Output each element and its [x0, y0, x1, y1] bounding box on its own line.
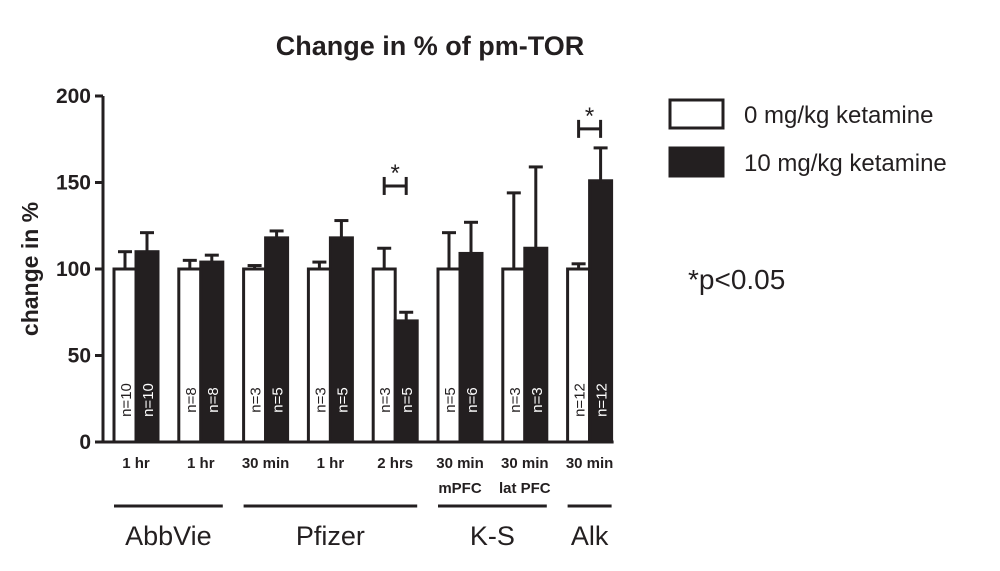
- x-tick-label: 30 min: [501, 455, 549, 472]
- x-tick-label: 1 hr: [122, 455, 150, 472]
- y-tick-label: 150: [56, 172, 91, 195]
- sample-size-label: n=5: [334, 387, 351, 412]
- legend-swatch: [668, 146, 725, 178]
- x-tick-label: 30 min: [566, 455, 614, 472]
- sample-size-label: n=8: [205, 387, 222, 412]
- sample-size-label: n=3: [507, 387, 524, 412]
- bar: [393, 319, 419, 444]
- bar: [371, 267, 397, 444]
- group-label: K-S: [470, 521, 515, 551]
- sample-size-label: n=6: [464, 387, 481, 412]
- x-tick-label: 30 min: [436, 455, 484, 472]
- significance-star: *: [585, 103, 594, 130]
- bar: [199, 260, 225, 444]
- group-label: AbbVie: [125, 521, 212, 551]
- sample-size-label: n=5: [270, 387, 287, 412]
- plot-area: 0 50 100 150 200 n=10 n=10 1 hr n=8 n=8 1 hr n=3 n=5…: [56, 85, 614, 551]
- y-tick-label: 200: [56, 85, 91, 108]
- legend-swatch: [668, 98, 725, 130]
- sample-size-label: n=12: [572, 383, 589, 417]
- y-tick-label: 100: [56, 258, 91, 281]
- sample-size-label: n=12: [594, 383, 611, 417]
- group-label: Alk: [571, 521, 609, 551]
- y-tick-label: 50: [68, 345, 91, 368]
- sample-size-label: n=3: [377, 387, 394, 412]
- bar: [306, 267, 332, 444]
- bar: [242, 267, 268, 444]
- sample-size-label: n=10: [140, 383, 157, 417]
- sample-size-label: n=3: [248, 387, 265, 412]
- bar: [501, 267, 527, 444]
- x-tick-label: 30 min: [242, 455, 290, 472]
- x-tick-label: 2 hrs: [377, 455, 413, 472]
- sample-size-label: n=5: [399, 387, 416, 412]
- x-tick-sublabel: mPFC: [438, 480, 482, 497]
- significance-note: *p<0.05: [688, 264, 785, 295]
- x-tick-label: 1 hr: [187, 455, 215, 472]
- sample-size-label: n=8: [183, 387, 200, 412]
- x-tick-label: 1 hr: [317, 455, 345, 472]
- bar: [436, 267, 462, 444]
- x-tick-sublabel: lat PFC: [499, 480, 551, 497]
- significance-star: *: [391, 160, 400, 187]
- sample-size-label: n=10: [118, 383, 135, 417]
- sample-size-label: n=5: [442, 387, 459, 412]
- chart-title: Change in % of pm-TOR: [276, 31, 585, 61]
- sample-size-label: n=3: [312, 387, 329, 412]
- y-axis-label: change in %: [17, 202, 43, 336]
- group-label: Pfizer: [296, 521, 365, 551]
- legend: 0 mg/kg ketamine 10 mg/kg ketamine: [668, 98, 947, 178]
- y-tick-label: 0: [79, 431, 91, 454]
- sample-size-label: n=3: [529, 387, 546, 412]
- legend-label: 10 mg/kg ketamine: [744, 150, 947, 177]
- bar: [177, 267, 203, 444]
- legend-label: 0 mg/kg ketamine: [744, 102, 933, 129]
